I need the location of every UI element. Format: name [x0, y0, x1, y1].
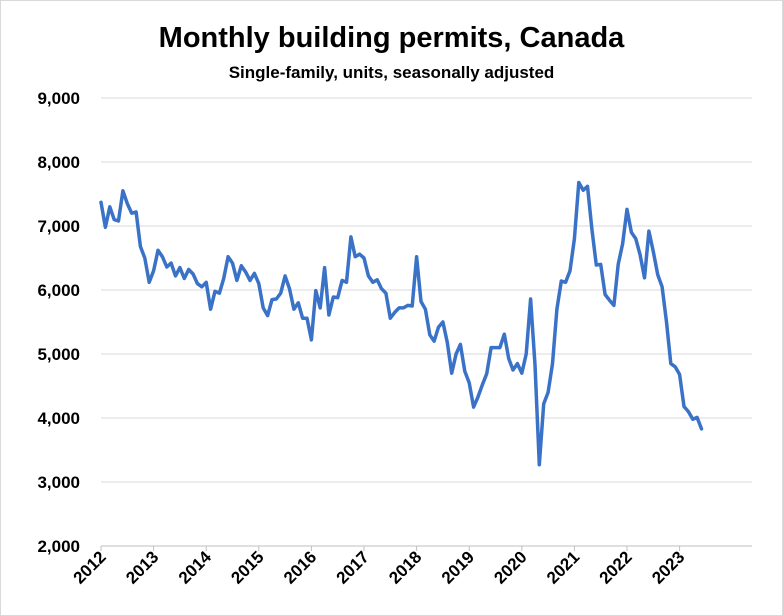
series-line [99, 180, 704, 467]
y-axis: 2,000 3,000 4,000 5,000 6,000 7,000 8,000 9,000 [37, 89, 80, 556]
x-tick-label: 2023 [648, 547, 688, 587]
x-tick-label: 2021 [543, 547, 583, 587]
x-tick-label: 2016 [280, 547, 320, 587]
y-tick-label: 7,000 [37, 217, 80, 236]
y-tick-label: 3,000 [37, 473, 80, 492]
y-tick-label: 5,000 [37, 345, 80, 364]
x-tick-label: 2013 [122, 547, 162, 587]
x-tick-label: 2017 [333, 547, 373, 587]
x-tick-label: 2020 [490, 547, 530, 587]
y-tick-label: 9,000 [37, 89, 80, 108]
chart-subtitle: Single-family, units, seasonally adjuste… [228, 63, 555, 82]
y-tick-label: 6,000 [37, 281, 80, 300]
x-tick-label: 2018 [385, 547, 425, 587]
x-tick-label: 2022 [596, 547, 636, 587]
y-tick-label: 2,000 [37, 537, 80, 556]
series-layer [99, 180, 704, 467]
chart-title: Monthly building permits, Canada [158, 22, 625, 54]
y-tick-label: 4,000 [37, 409, 80, 428]
x-tick-label: 2014 [175, 547, 216, 588]
x-tick-label: 2015 [227, 547, 267, 587]
x-tick-label: 2019 [438, 547, 478, 587]
y-tick-label: 8,000 [37, 153, 80, 172]
x-axis: 2012 2013 2014 2015 2016 2017 2018 2019 2020 2021… [70, 545, 752, 588]
